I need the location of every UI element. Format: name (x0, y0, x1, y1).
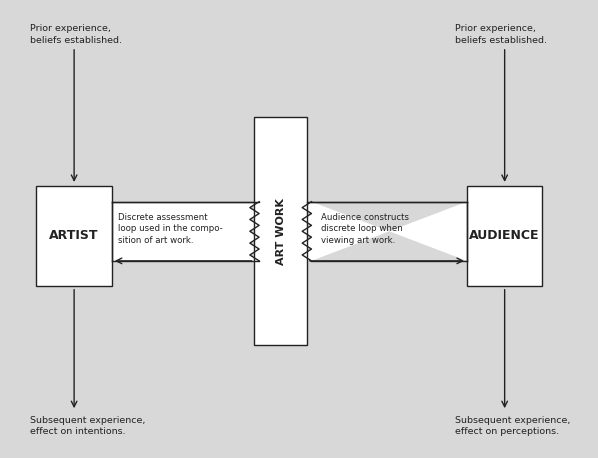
FancyBboxPatch shape (36, 186, 112, 286)
Text: Prior experience,
beliefs established.: Prior experience, beliefs established. (30, 24, 123, 44)
Polygon shape (302, 202, 467, 261)
Polygon shape (112, 202, 259, 261)
Text: ART WORK: ART WORK (276, 198, 286, 265)
Text: Prior experience,
beliefs established.: Prior experience, beliefs established. (455, 24, 547, 44)
Text: ARTIST: ARTIST (50, 229, 99, 242)
Text: Subsequent experience,
effect on perceptions.: Subsequent experience, effect on percept… (455, 416, 570, 436)
FancyBboxPatch shape (467, 186, 542, 286)
Text: AUDIENCE: AUDIENCE (469, 229, 540, 242)
Text: Discrete assessment
loop used in the compo-
sition of art work.: Discrete assessment loop used in the com… (118, 213, 222, 245)
FancyBboxPatch shape (255, 117, 307, 345)
Text: Audience constructs
discrete loop when
viewing art work.: Audience constructs discrete loop when v… (321, 213, 410, 245)
Text: Subsequent experience,
effect on intentions.: Subsequent experience, effect on intenti… (30, 416, 146, 436)
